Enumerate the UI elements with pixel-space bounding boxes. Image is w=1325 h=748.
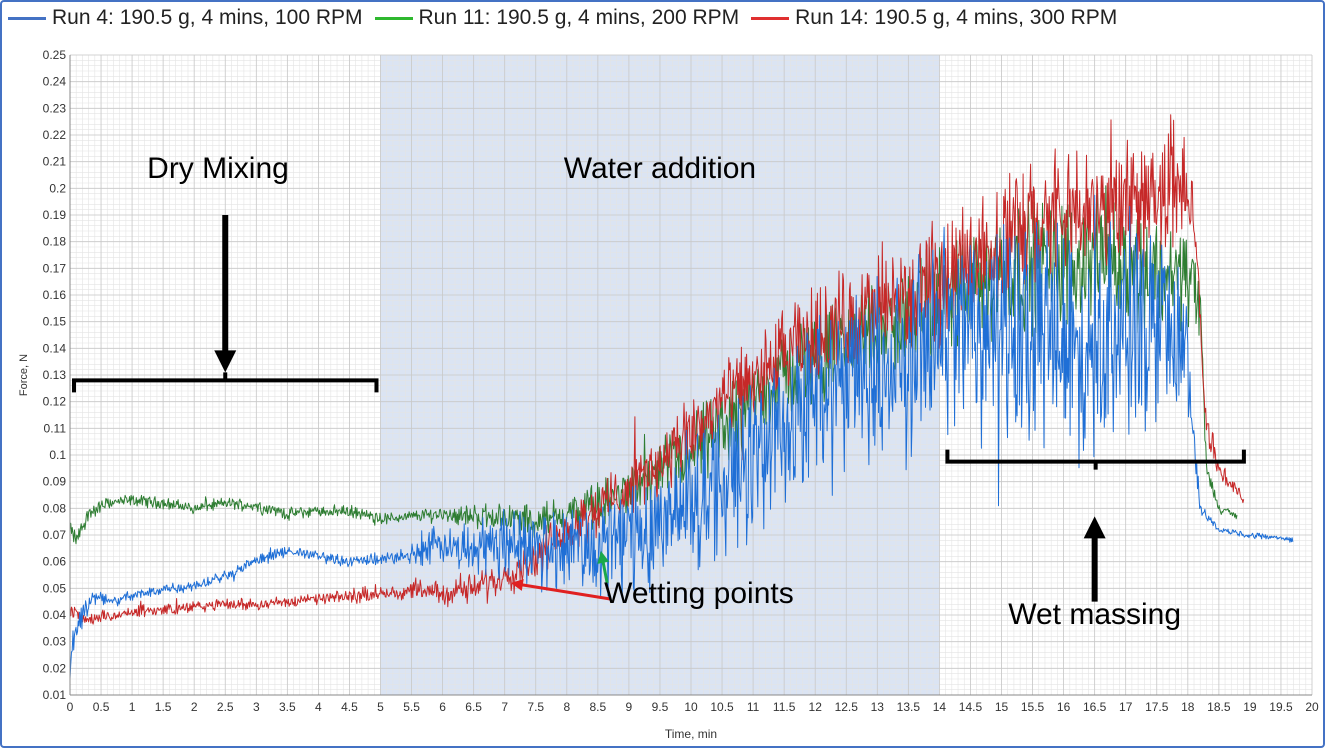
x-tick-label: 0.5 [93,700,110,714]
dry-mixing-bracket [72,372,379,393]
wet-massing-label: Wet massing [1008,598,1181,631]
y-tick-label: 0.15 [43,315,67,329]
y-tick-label: 0.08 [43,501,67,515]
x-tick-label: 17 [1119,700,1133,714]
y-tick-label: 0.12 [43,395,67,409]
annotations-layer: Dry Mixing Water addition Wet massing Wetti… [72,152,1246,631]
x-tick-label: 3.5 [279,700,296,714]
x-tick-label: 14.5 [959,700,983,714]
wetting-point-arrow-1-shaft [520,583,611,601]
y-tick-label: 0.23 [43,101,67,115]
wetting-point-arrow-2-shaft [601,560,609,584]
y-tick-label: 0.02 [43,661,67,675]
x-tick-label: 17.5 [1145,700,1169,714]
x-tick-label: 7 [501,700,508,714]
wet-massing-bracket [945,449,1246,470]
y-tick-label: 0.05 [43,581,67,595]
series-run-14-line [69,114,1245,625]
x-tick-label: 3 [253,700,260,714]
x-tick-label: 14 [933,700,947,714]
x-tick-label: 5.5 [403,700,420,714]
series-run-4-line [69,194,1294,679]
x-tick-label: 6 [439,700,446,714]
y-tick-label: 0.24 [43,75,67,89]
legend-item-run-4: Run 4: 190.5 g, 4 mins, 100 RPM [8,6,363,30]
y-tick-label: 0.22 [43,128,67,142]
x-tick-label: 6.5 [465,700,482,714]
wetting-point-arrow-1-head [510,578,524,591]
y-tick-label: 0.19 [43,208,67,222]
x-tick-label: 1 [129,700,136,714]
x-tick-label: 10.5 [710,700,734,714]
wetting-point-arrow-2-head [597,551,610,564]
x-tick-label: 12 [809,700,823,714]
x-tick-label: 9 [626,700,633,714]
y-tick-label: 0.13 [43,368,67,382]
x-tick-label: 5 [377,700,384,714]
x-tick-label: 18 [1181,700,1195,714]
y-tick-label: 0.11 [44,421,67,435]
x-tick-label: 8.5 [590,700,607,714]
y-tick-label: 0.06 [43,555,67,569]
y-tick-label: 0.04 [43,608,67,622]
x-tick-label: 4 [315,700,322,714]
y-tick-label: 0.14 [43,341,67,355]
legend-swatch-run-14 [751,16,790,20]
y-tick-label: 0.2 [49,181,66,195]
legend-item-run-11: Run 11: 190.5 g, 4 mins, 200 RPM [374,6,740,30]
x-tick-label: 19.5 [1269,700,1293,714]
y-tick-label: 0.21 [43,155,67,169]
x-tick-label: 11 [747,700,760,714]
series-layer [69,114,1294,679]
y-tick-label: 0.07 [43,528,67,542]
wet-massing-arrow-head [1083,516,1106,539]
x-tick-label: 9.5 [652,700,669,714]
x-tick-label: 10 [684,700,698,714]
y-tick-label: 0.25 [43,48,67,62]
x-tick-label: 13.5 [897,700,921,714]
y-tick-label: 0.1 [49,448,66,462]
y-tick-label: 0.16 [43,288,67,302]
y-tick-label: 0.18 [43,235,67,249]
wetting-points-label: Wetting points [604,577,794,610]
legend-swatch-run-11 [374,16,413,20]
y-tick-label: 0.09 [43,475,67,489]
x-tick-label: 0 [67,700,74,714]
legend-label-run-14: Run 14: 190.5 g, 4 mins, 300 RPM [795,6,1118,29]
dry-mixing-arrow-head [214,350,237,373]
x-tick-label: 4.5 [341,700,358,714]
x-tick-label: 1.5 [155,700,172,714]
tick-labels-layer: 0.01 0.02 0.03 0.04 0.05 0.06 0.07 0.08 0.09 0.1 0… [18,48,1319,741]
water-addition-label: Water addition [564,152,756,185]
y-tick-label: 0.17 [43,261,67,275]
x-tick-label: 15.5 [1021,700,1045,714]
x-tick-label: 2 [191,700,198,714]
x-tick-label: 2.5 [217,700,234,714]
y-tick-label: 0.01 [43,688,67,702]
x-tick-label: 11.5 [773,700,796,714]
x-axis-label: Time, min [665,727,717,741]
series-run-11-line [69,185,1238,545]
x-tick-label: 16 [1057,700,1071,714]
legend-item-run-14: Run 14: 190.5 g, 4 mins, 300 RPM [751,6,1117,30]
legend: Run 4: 190.5 g, 4 mins, 100 RPM Run 11: … [8,3,1129,33]
y-axis-label: Force, N [18,354,30,396]
x-tick-label: 15 [995,700,1009,714]
dry-mixing-label: Dry Mixing [147,152,289,185]
x-tick-label: 8 [563,700,570,714]
x-tick-label: 13 [871,700,885,714]
x-tick-label: 19 [1243,700,1257,714]
legend-label-run-11: Run 11: 190.5 g, 4 mins, 200 RPM [418,6,740,29]
axes-layer [69,55,1312,696]
x-tick-label: 12.5 [835,700,859,714]
x-tick-label: 20 [1305,700,1319,714]
x-tick-label: 18.5 [1207,700,1231,714]
x-tick-label: 7.5 [527,700,544,714]
y-tick-label: 0.03 [43,635,67,649]
legend-label-run-4: Run 4: 190.5 g, 4 mins, 100 RPM [52,6,363,29]
x-tick-label: 16.5 [1083,700,1107,714]
legend-swatch-run-4 [8,16,46,20]
